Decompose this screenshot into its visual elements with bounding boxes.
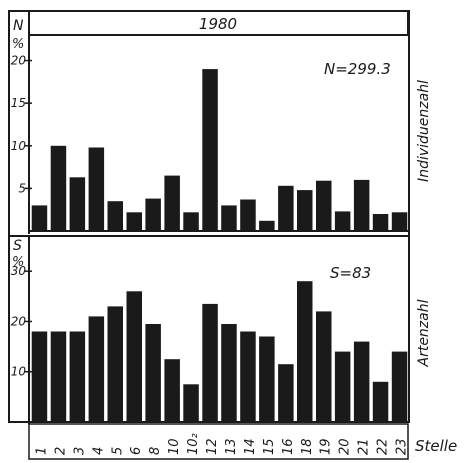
x-tick-label: 4 xyxy=(91,447,106,455)
bottom-y-tick-label: 10 xyxy=(11,365,27,379)
x-axis-label: Stelle xyxy=(415,437,457,455)
top-side-label: Individuenzahl xyxy=(416,80,432,182)
bottom-bar xyxy=(334,351,351,422)
x-tick-label: 14 xyxy=(243,438,258,455)
bottom-bar xyxy=(69,331,86,422)
bottom-ylabel: S xyxy=(13,238,22,254)
bottom-bar xyxy=(297,281,313,422)
top-bar xyxy=(240,199,256,231)
bottom-annotation: S=83 xyxy=(330,264,371,282)
x-tick-label: 13 xyxy=(224,438,239,455)
top-bar xyxy=(164,175,180,231)
top-bar xyxy=(88,147,105,231)
bottom-bar xyxy=(316,311,332,422)
bottom-bar xyxy=(183,384,199,422)
header-box xyxy=(28,10,409,36)
x-tick-label: 16 xyxy=(281,438,296,455)
bottom-bar xyxy=(391,351,408,422)
top-bar xyxy=(50,145,67,231)
top-bar xyxy=(353,179,370,231)
bottom-bar xyxy=(107,306,123,422)
bottom-bar xyxy=(372,381,389,422)
x-tick-label: 10 xyxy=(167,438,182,455)
top-bar xyxy=(69,177,86,231)
bottom-side-label: Artenzahl xyxy=(416,299,432,367)
top-bar xyxy=(297,190,313,231)
top-bar xyxy=(278,185,294,231)
top-bar xyxy=(145,198,161,231)
top-ylabel-unit: % xyxy=(12,37,24,52)
x-tick-label: 19 xyxy=(319,438,334,455)
bottom-bar xyxy=(221,324,237,422)
chart-title: 1980 xyxy=(199,15,237,33)
bottom-bar xyxy=(240,331,256,422)
x-tick-label: 21 xyxy=(357,438,372,455)
bottom-bar xyxy=(259,336,275,422)
bottom-bar xyxy=(202,303,218,422)
top-bar xyxy=(391,212,408,231)
top-bar xyxy=(259,220,275,231)
top-bar xyxy=(372,214,389,231)
bottom-y-tick-label: 20 xyxy=(11,314,27,328)
x-tick-label: 18 xyxy=(300,438,315,455)
x-tick-label: 1 xyxy=(35,447,50,455)
x-tick-label: 3 xyxy=(72,447,87,455)
bottom-bar xyxy=(145,324,161,422)
top-bar xyxy=(107,201,123,231)
top-y-tick-label: 5 xyxy=(18,181,26,195)
bottom-y-tick-label: 30 xyxy=(11,264,27,278)
top-bar xyxy=(126,212,142,231)
top-annotation: N=299.3 xyxy=(324,60,391,78)
bottom-bar xyxy=(88,316,105,422)
bottom-ylabel-unit: % xyxy=(12,255,24,270)
x-tick-label: 12 xyxy=(205,438,220,455)
top-bar xyxy=(202,69,218,231)
bottom-bar xyxy=(164,359,180,422)
top-y-tick-label: 20 xyxy=(11,54,27,68)
top-bar xyxy=(31,205,48,231)
xlabel-box xyxy=(28,423,409,460)
x-tick-label: 2 xyxy=(53,447,68,455)
top-bar xyxy=(334,211,351,231)
x-tick-label: 22 xyxy=(376,438,391,455)
x-tick-label: 10₂ xyxy=(186,433,201,455)
x-tick-label: 6 xyxy=(129,447,144,455)
bottom-bar xyxy=(126,291,142,422)
bottom-bar xyxy=(31,331,48,422)
bottom-bar xyxy=(278,364,294,422)
x-tick-label: 8 xyxy=(148,447,163,455)
top-y-tick-label: 10 xyxy=(11,139,27,153)
top-bar xyxy=(183,212,199,231)
bottom-bar xyxy=(50,331,67,422)
top-bar xyxy=(221,205,237,231)
x-tick-label: 23 xyxy=(395,438,410,455)
x-tick-label: 5 xyxy=(110,447,125,455)
x-tick-label: 15 xyxy=(262,438,277,455)
bottom-bar xyxy=(353,341,370,422)
x-tick-label: 20 xyxy=(338,438,353,455)
top-y-tick-label: 15 xyxy=(11,96,26,110)
top-bar xyxy=(316,180,332,231)
top-ylabel: N xyxy=(13,18,24,34)
